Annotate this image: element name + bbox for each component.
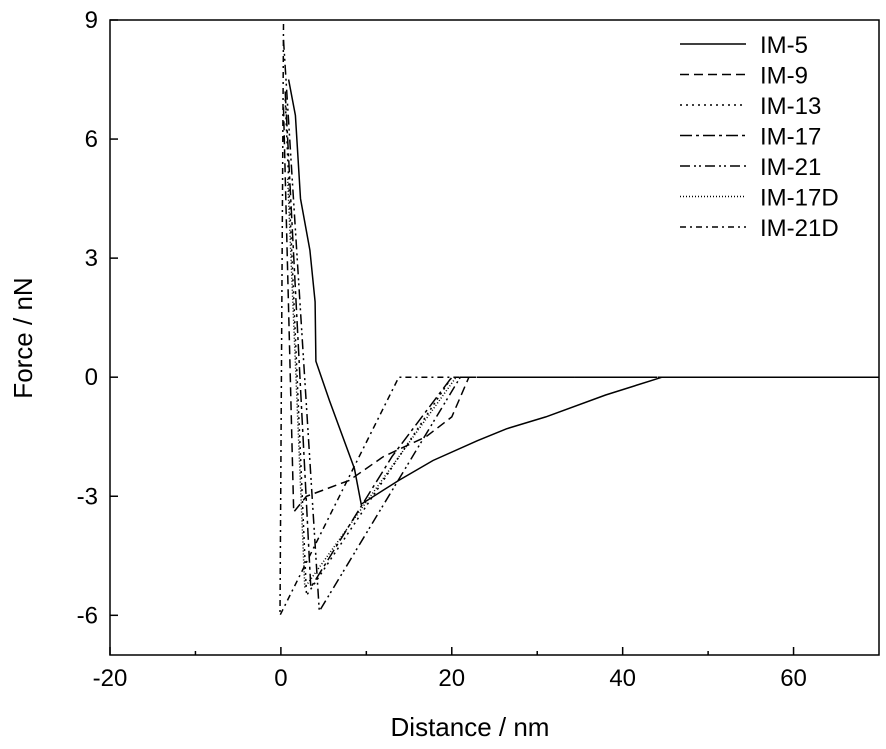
x-tick-label: 20	[438, 665, 465, 692]
y-tick-label: -3	[77, 483, 98, 510]
y-axis-label: Force / nN	[8, 277, 38, 398]
x-tick-label: 60	[780, 665, 807, 692]
y-tick-label: 3	[85, 245, 98, 272]
y-tick-label: 9	[85, 7, 98, 34]
legend-label: IM-21	[760, 154, 821, 181]
x-axis-label: Distance / nm	[391, 712, 550, 742]
legend-label: IM-9	[760, 63, 808, 90]
legend-label: IM-5	[760, 32, 808, 59]
plot-frame	[109, 19, 880, 656]
x-tick-label: 0	[274, 665, 287, 692]
legend-label: IM-13	[760, 93, 821, 120]
x-tick-label: 40	[609, 665, 636, 692]
y-tick-label: 0	[85, 364, 98, 391]
series-line-im-5	[287, 79, 879, 506]
legend-label: IM-17D	[760, 185, 839, 212]
legend-label: IM-21D	[760, 215, 839, 242]
series-line-im-21	[282, 39, 879, 614]
series-line-im-9	[282, 107, 879, 515]
x-tick-label: -20	[93, 665, 128, 692]
series-line-im-21d	[279, 23, 879, 616]
legend-label: IM-17	[760, 124, 821, 151]
y-tick-label: -6	[77, 602, 98, 629]
y-tick-label: 6	[85, 126, 98, 153]
series-line-im-17d	[286, 178, 879, 590]
